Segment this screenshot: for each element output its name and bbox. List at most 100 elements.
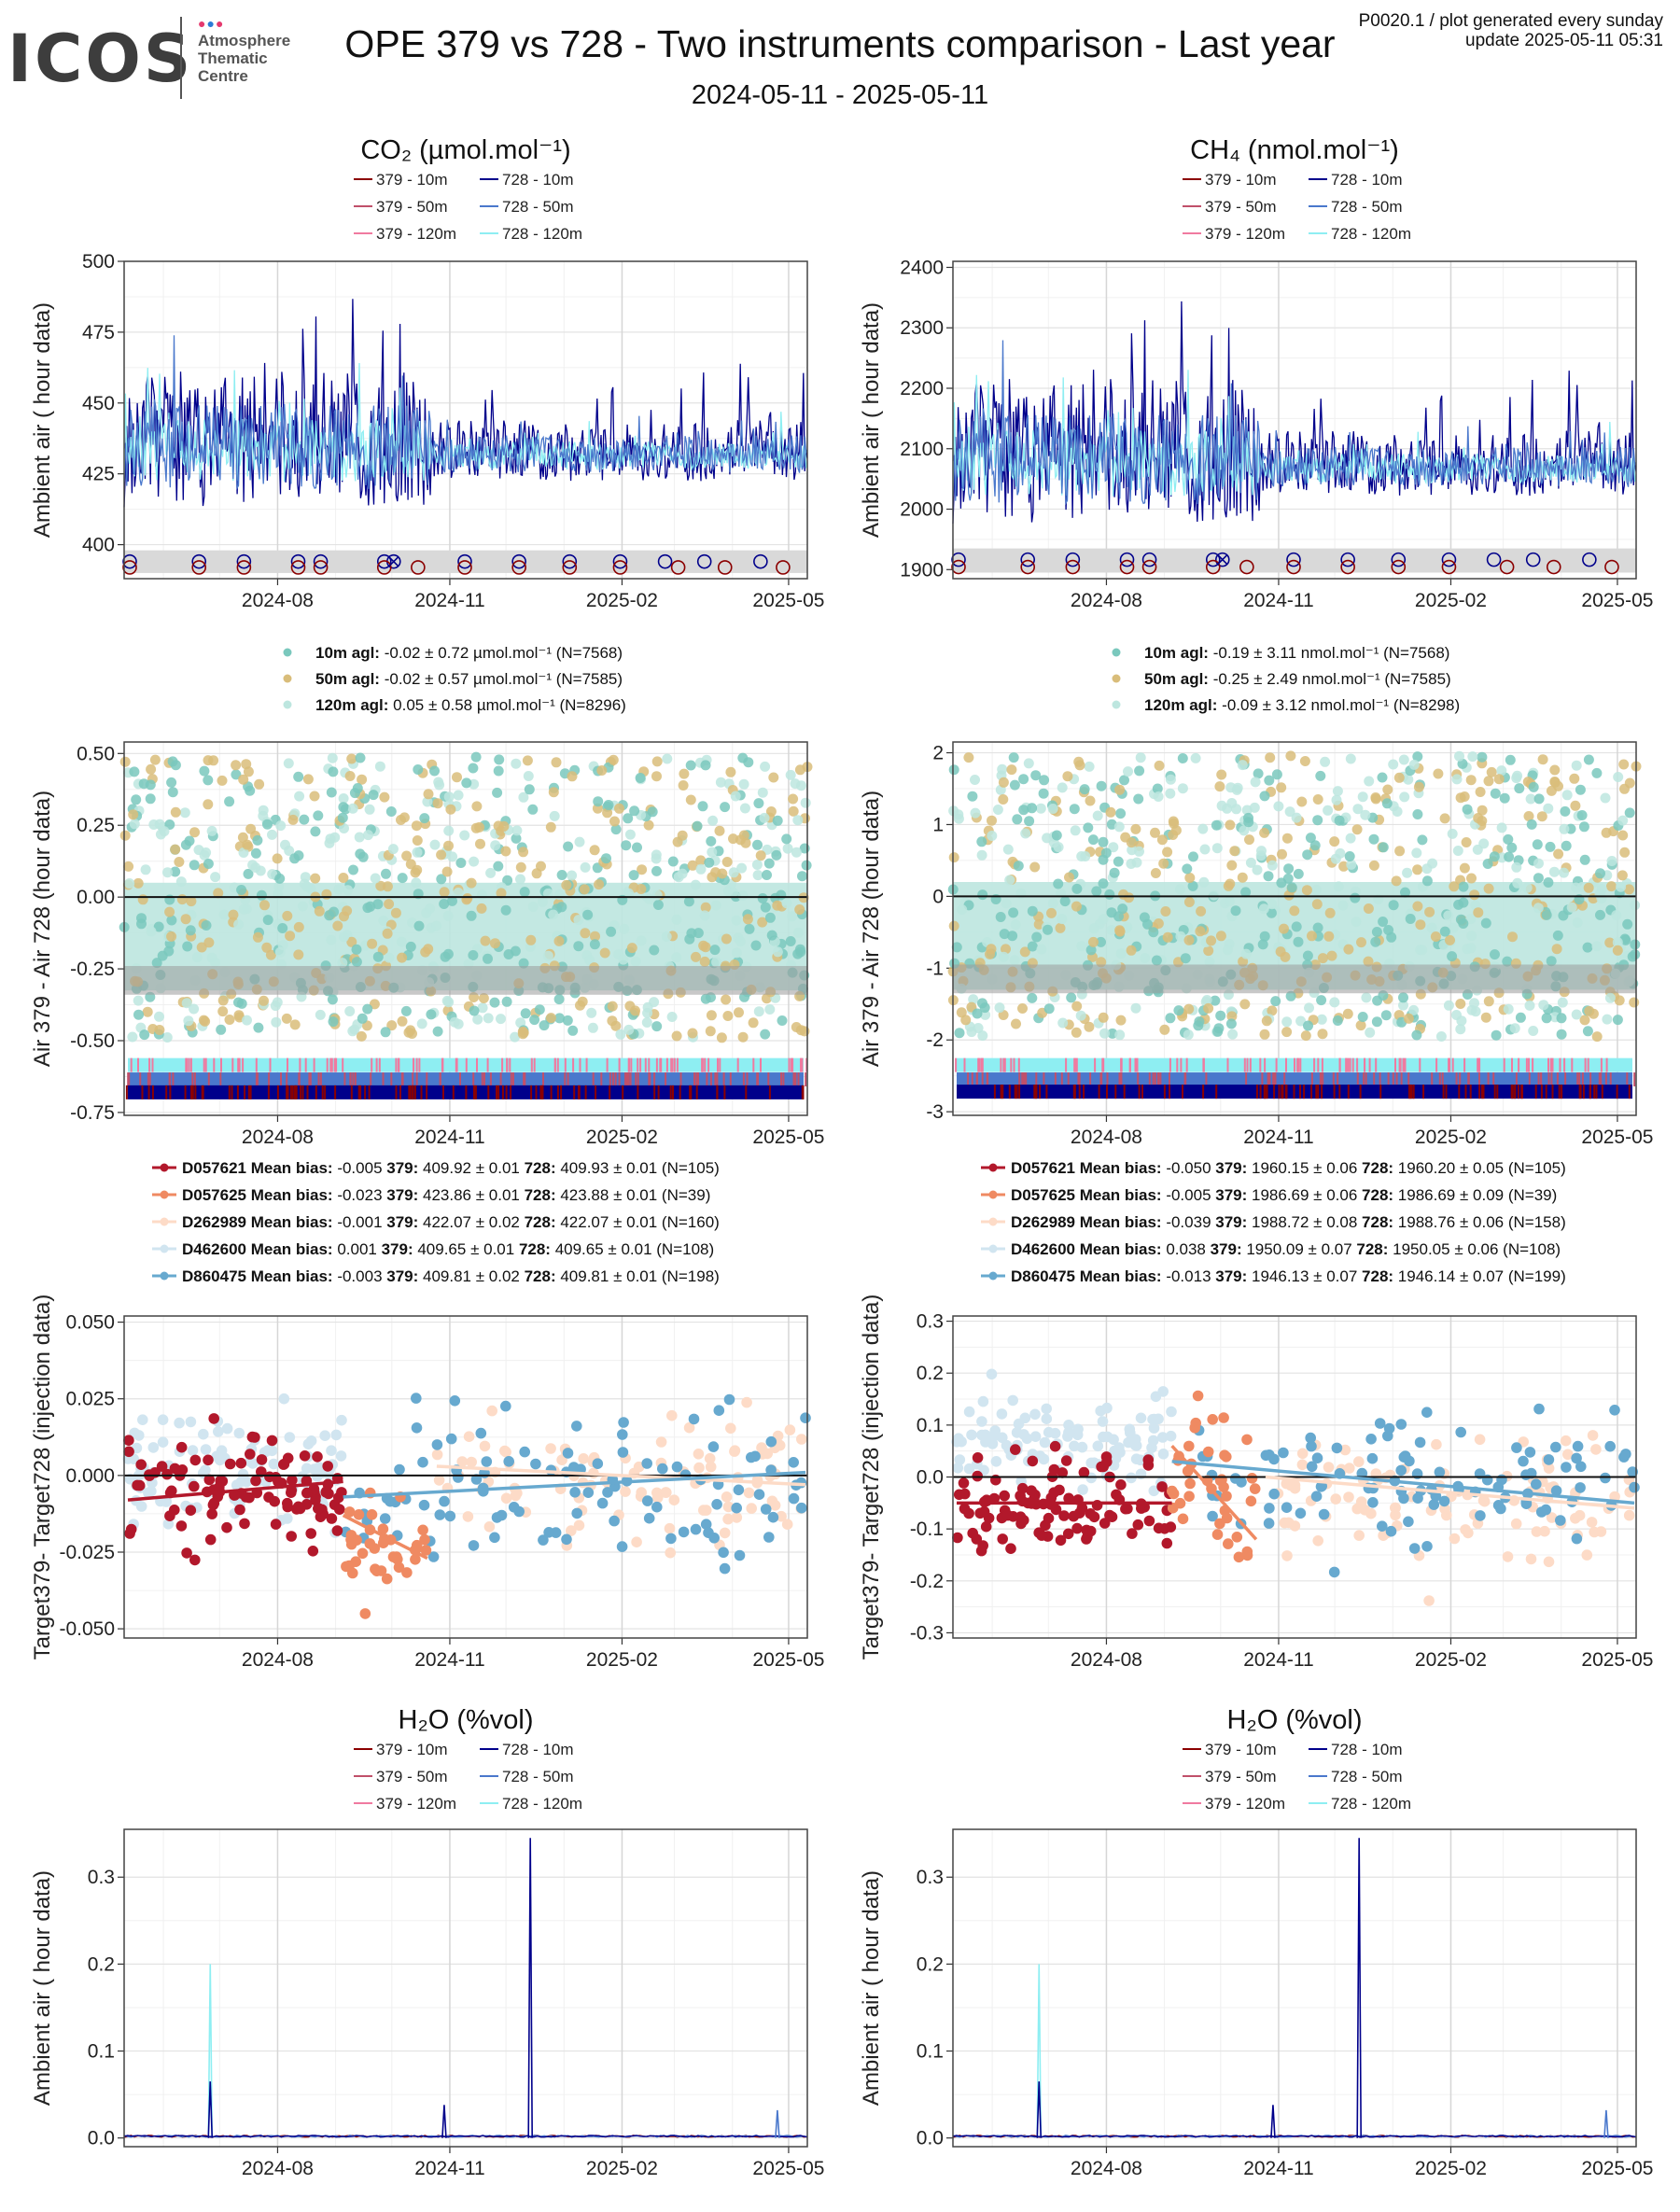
legend-label: 728 - 50m [502,1768,574,1785]
calibration-marker [191,553,207,569]
data-point [705,1026,716,1037]
target-point [1353,1530,1365,1541]
data-point [1267,899,1278,910]
target-point [1071,1522,1083,1534]
data-point [1478,838,1490,849]
data-point [1152,783,1163,794]
data-point [759,812,770,823]
data-point [1259,931,1270,942]
flag-mark [637,1085,639,1099]
data-point [1332,1015,1343,1026]
data-point [753,798,764,809]
data-point [1545,841,1556,852]
target-point [665,1547,676,1559]
flag-mark [1598,1072,1601,1087]
data-point [133,1009,144,1020]
target-point [1039,1436,1051,1449]
flag-mark [752,1057,755,1072]
target-728-value: 1960.20 ± 0.05 (N=105) [1398,1159,1566,1177]
data-point [1449,881,1460,892]
flag-mark [801,1085,804,1099]
stats-value: 0.05 ± 0.58 µmol.mol⁻¹ (N=8296) [388,696,625,714]
data-point [452,772,462,783]
flag-mark [1176,1057,1179,1072]
target-point [343,1506,356,1518]
flag-mark [1601,1085,1603,1099]
y-tick-label: 475 [82,322,115,343]
target-point [1177,1513,1189,1525]
data-point [183,1015,194,1027]
target-point [1377,1520,1388,1532]
flag-mark [255,1072,258,1087]
flag-mark [1106,1072,1109,1087]
target-point [1572,1440,1584,1452]
flag-mark [1297,1057,1300,1072]
target-point [1339,1444,1351,1456]
stats-value: -0.02 ± 0.72 µmol.mol⁻¹ (N=7568) [380,644,623,662]
data-point [1214,781,1225,792]
data-point [1209,889,1220,901]
x-tick-label: 2024-11 [1243,2158,1314,2179]
data-point [142,1006,153,1017]
data-point [1291,921,1302,932]
data-point [948,764,959,776]
data-point [1439,813,1450,824]
stats-line: 120m agl: -0.09 ± 3.12 nmol.mol⁻¹ (N=829… [1144,696,1460,714]
data-point [1006,764,1017,776]
target-point [1168,1488,1180,1500]
target-legend-dot [988,1271,998,1281]
data-point [1469,889,1480,901]
data-point [262,915,273,926]
target-point [545,1443,556,1454]
data-point [772,946,783,958]
calibration-marker [511,560,526,575]
target-point [952,1532,963,1544]
data-point [1053,842,1064,853]
data-point [1456,1015,1467,1027]
logo-wordmark: ICOS [7,21,194,97]
target-379-value: 1960.15 ± 0.06 [1252,1159,1362,1177]
data-point [272,997,283,1008]
target-point [278,1458,290,1470]
data-point [691,951,701,962]
target-point [282,1513,293,1524]
data-point [751,860,763,870]
target-point [1166,1406,1177,1418]
data-point [651,771,662,782]
flag-mark [977,1057,980,1072]
flag-mark [1545,1085,1547,1099]
target-point [1063,1420,1074,1431]
data-point [210,957,220,968]
calibration-marker [376,560,392,575]
calibration-marker [951,559,966,575]
data-point [1405,914,1416,924]
target-point [247,1458,259,1469]
flag-mark [1102,1057,1105,1072]
flag-rug [957,1072,1632,1087]
flag-mark [1333,1085,1336,1099]
flag-mark [697,1072,699,1087]
data-point [1098,836,1109,847]
flag-mark [609,1085,611,1099]
target-point [1575,1482,1586,1493]
data-point [715,777,726,788]
data-point [699,956,710,967]
data-point [1493,774,1505,785]
target-point [543,1527,554,1538]
data-point [987,831,998,841]
data-point [131,794,142,805]
target-point [976,1416,987,1427]
target-point [1587,1430,1599,1441]
flag-mark [1356,1057,1359,1072]
flag-mark [349,1072,352,1087]
target-point [571,1421,582,1432]
data-point [1316,1014,1327,1025]
flag-mark [628,1057,630,1072]
target-point [1550,1441,1561,1453]
data-point [677,868,688,879]
target-bias-value: 0.038 [1162,1240,1211,1258]
calibration-marker [191,560,207,575]
data-point [213,888,224,899]
target-point [698,1505,709,1516]
flag-mark [981,1057,984,1072]
